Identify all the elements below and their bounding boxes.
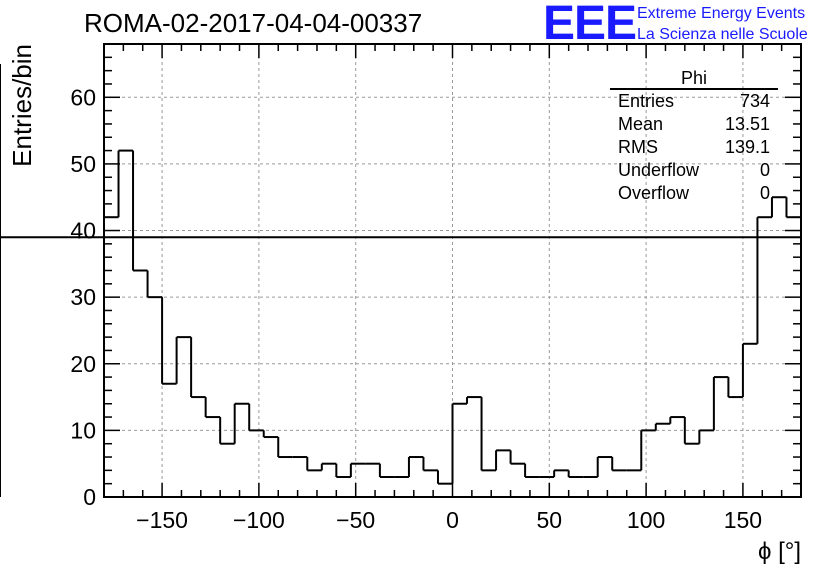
x-tick-label: −100 [233, 507, 285, 533]
stats-label: Overflow [618, 183, 690, 203]
y-axis-label: Entries/bin [7, 44, 37, 167]
stats-box-title: Phi [610, 68, 778, 90]
plot-title: ROMA-02-2017-04-04-00337 [84, 8, 423, 38]
stats-value: 13.51 [724, 114, 770, 134]
x-tick-label: 0 [446, 507, 459, 533]
stats-row-underflow: Underflow 0 [610, 159, 778, 182]
stats-label: RMS [618, 137, 658, 157]
y-tick-label: 20 [70, 351, 96, 377]
stats-row-mean: Mean 13.51 [610, 113, 778, 136]
stats-value: 0 [759, 183, 770, 203]
stats-value: 139.1 [724, 137, 770, 157]
x-tick-label: −50 [336, 507, 375, 533]
stats-box: Phi Entries 734 Mean 13.51 RMS 139.1 Und… [610, 68, 778, 205]
eee-logo: EEE [543, 0, 637, 50]
stats-label: Underflow [618, 160, 700, 180]
y-tick-label: 40 [70, 218, 96, 244]
stats-value: 734 [739, 91, 770, 111]
x-axis-label: ϕ [°] [758, 538, 801, 565]
y-tick-label: 10 [70, 417, 96, 443]
y-tick-label: 60 [70, 84, 96, 110]
logo-line-2: La Scienza nelle Scuole [637, 26, 808, 43]
y-tick-label: 50 [70, 151, 96, 177]
stats-row-overflow: Overflow 0 [610, 182, 778, 205]
x-tick-label: 150 [724, 507, 762, 533]
stats-value: 0 [759, 160, 770, 180]
x-tick-label: 100 [627, 507, 665, 533]
x-tick-label: −150 [136, 507, 188, 533]
stats-label: Entries [618, 91, 675, 111]
y-tick-label: 0 [83, 484, 96, 510]
y-tick-label: 30 [70, 284, 96, 310]
x-tick-label: 50 [537, 507, 563, 533]
stats-row-rms: RMS 139.1 [610, 136, 778, 159]
stats-row-entries: Entries 734 [610, 90, 778, 113]
logo-line-1: Extreme Energy Events [637, 5, 806, 22]
stats-label: Mean [618, 114, 664, 134]
